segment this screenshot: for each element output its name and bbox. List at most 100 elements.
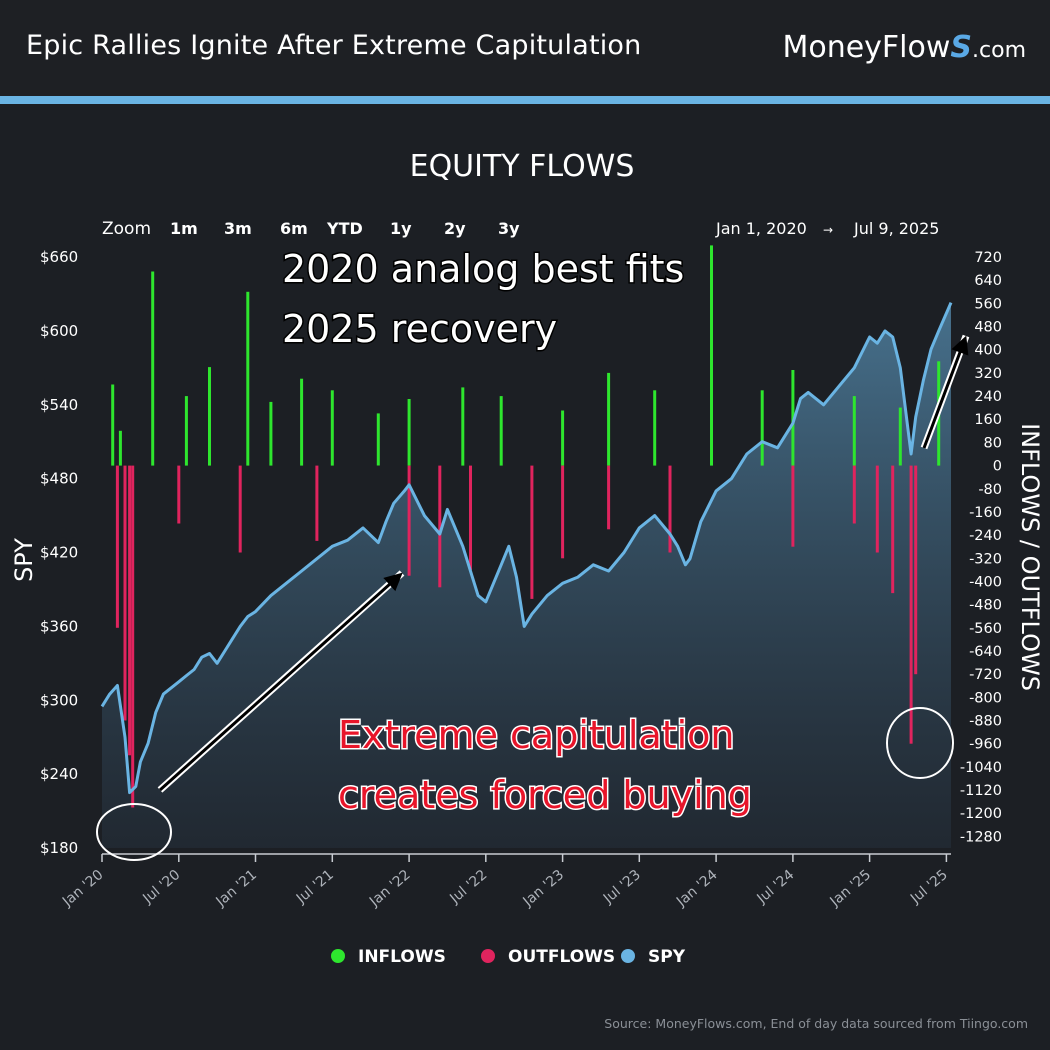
range-arrow: → (823, 223, 833, 237)
y-right-tick-label: -880 (969, 714, 1002, 730)
legend-label-spy[interactable]: SPY (648, 947, 686, 967)
outflows-bar (115, 465, 119, 628)
outflows-bar (469, 465, 472, 570)
y-right-tick-label: -80 (978, 482, 1002, 498)
x-tick-label: Jan '22 (366, 867, 414, 911)
x-tick-label: Jan '23 (520, 867, 568, 911)
legend-label-outflows[interactable]: OUTFLOWS (508, 947, 615, 967)
outflows-bar (852, 465, 856, 524)
y-axis-left-label: SPY (10, 538, 38, 582)
inflows-bar (852, 396, 856, 466)
inflows-bar (330, 390, 334, 466)
zoom-option-ytd[interactable]: YTD (326, 219, 363, 238)
outflows-bar (438, 465, 442, 588)
inflows-bar (561, 410, 565, 466)
x-tick-label: Jul '21 (293, 867, 337, 908)
inflows-bar (300, 378, 304, 466)
legend-swatch-outflows (481, 949, 495, 963)
inflows-bar (111, 384, 115, 466)
outflows-bar (561, 465, 565, 559)
y-right-tick-label: 0 (993, 459, 1002, 475)
y-right-tick-label: -1120 (960, 783, 1002, 799)
inflows-bar (499, 396, 503, 466)
y-right-tick-label: -720 (969, 667, 1002, 683)
x-tick-label: Jan '21 (212, 867, 260, 911)
outflows-bar (407, 465, 411, 576)
zoom-option-3m[interactable]: 3m (224, 219, 252, 238)
y-left-tick-label: $360 (40, 617, 78, 635)
y-left-tick-label: $420 (40, 544, 78, 562)
zoom-option-3y[interactable]: 3y (498, 219, 520, 238)
y-right-tick-label: -800 (969, 690, 1002, 706)
chart-title: EQUITY FLOWS (410, 149, 635, 184)
outflows-bar (791, 465, 795, 547)
brand-logo[interactable]: MoneyFlowS.com (782, 30, 1026, 65)
outflows-bar (875, 465, 879, 553)
outflows-bar (131, 465, 135, 808)
x-tick-label: Jul '23 (600, 867, 644, 908)
inflows-bar (376, 413, 380, 466)
source-note: Source: MoneyFlows.com, End of day data … (604, 1016, 1028, 1031)
inflows-bar (607, 372, 611, 466)
outflows-bar (530, 465, 534, 599)
y-left-tick-label: $300 (40, 691, 78, 709)
y-left-tick-label: $600 (40, 322, 78, 340)
brand-s-mark: S (950, 30, 973, 65)
zoom-option-1m[interactable]: 1m (170, 219, 198, 238)
brand-main: MoneyFlow (782, 30, 951, 65)
y-right-tick-label: -1280 (960, 829, 1002, 845)
circle-2020-low (96, 803, 172, 861)
x-tick-label: Jul '24 (753, 867, 797, 908)
outflows-bar (607, 465, 611, 530)
y-right-tick-label: -560 (969, 621, 1002, 637)
header-divider (0, 96, 1050, 104)
range-start-date[interactable]: Jan 1, 2020 (715, 219, 807, 238)
x-tick-label: Jul '25 (907, 867, 951, 908)
inflows-bar (184, 396, 188, 466)
y-right-tick-label: 240 (974, 389, 1002, 405)
range-end-date[interactable]: Jul 9, 2025 (853, 219, 939, 238)
y-right-tick-label: -1040 (960, 760, 1002, 776)
y-right-tick-label: -640 (969, 644, 1002, 660)
y-right-tick-label: 320 (974, 366, 1002, 382)
annotation-analog: 2020 analog best fits 2025 recovery (281, 246, 686, 353)
outflows-bar (668, 465, 672, 553)
inflows-bar (118, 430, 122, 466)
annotation-capitulation: Extreme capitulation creates forced buyi… (337, 712, 754, 819)
legend-swatch-inflows (331, 949, 345, 963)
y-right-tick-label: 720 (974, 250, 1002, 266)
inflows-bar (461, 387, 465, 466)
y-right-tick-label: 160 (974, 412, 1002, 428)
inflows-bar (208, 367, 211, 466)
x-tick-label: Jul '20 (139, 867, 183, 908)
annotation-capitulation-line-1: Extreme capitulation (338, 713, 735, 757)
y-left-tick-label: $480 (40, 470, 78, 488)
y-right-tick-label: -160 (969, 505, 1002, 521)
y-left-tick-label: $240 (40, 765, 78, 783)
y-left-tick-label: $540 (40, 396, 78, 414)
legend-label-inflows[interactable]: INFLOWS (358, 947, 446, 967)
y-left-tick-label: $180 (40, 839, 78, 857)
x-tick-label: Jul '22 (446, 867, 490, 908)
x-tick-label: Jan '20 (59, 867, 107, 911)
outflows-bar (909, 465, 913, 744)
outflows-bar (315, 465, 319, 541)
annotation-analog-line-2: 2025 recovery (282, 307, 557, 351)
y-right-tick-label: 560 (974, 296, 1002, 312)
inflows-bar (710, 245, 713, 466)
y-right-tick-label: -1200 (960, 806, 1002, 822)
zoom-option-2y[interactable]: 2y (444, 219, 466, 238)
y-right-tick-label: -400 (969, 575, 1002, 591)
x-tick-label: Jan '24 (673, 867, 721, 911)
annotation-capitulation-line-2: creates forced buying (338, 773, 752, 817)
zoom-options: 1m 3m 6m YTD 1y 2y 3y (170, 219, 520, 238)
zoom-option-6m[interactable]: 6m (280, 219, 308, 238)
spy-area (102, 302, 951, 849)
outflows-bar (123, 465, 127, 721)
spy-line (100, 302, 953, 795)
zoom-option-1y[interactable]: 1y (390, 219, 412, 238)
y-right-tick-label: 640 (974, 273, 1002, 289)
outflows-bar (128, 465, 132, 756)
zoom-label: Zoom (102, 219, 151, 239)
y-right-tick-label: -960 (969, 737, 1002, 753)
